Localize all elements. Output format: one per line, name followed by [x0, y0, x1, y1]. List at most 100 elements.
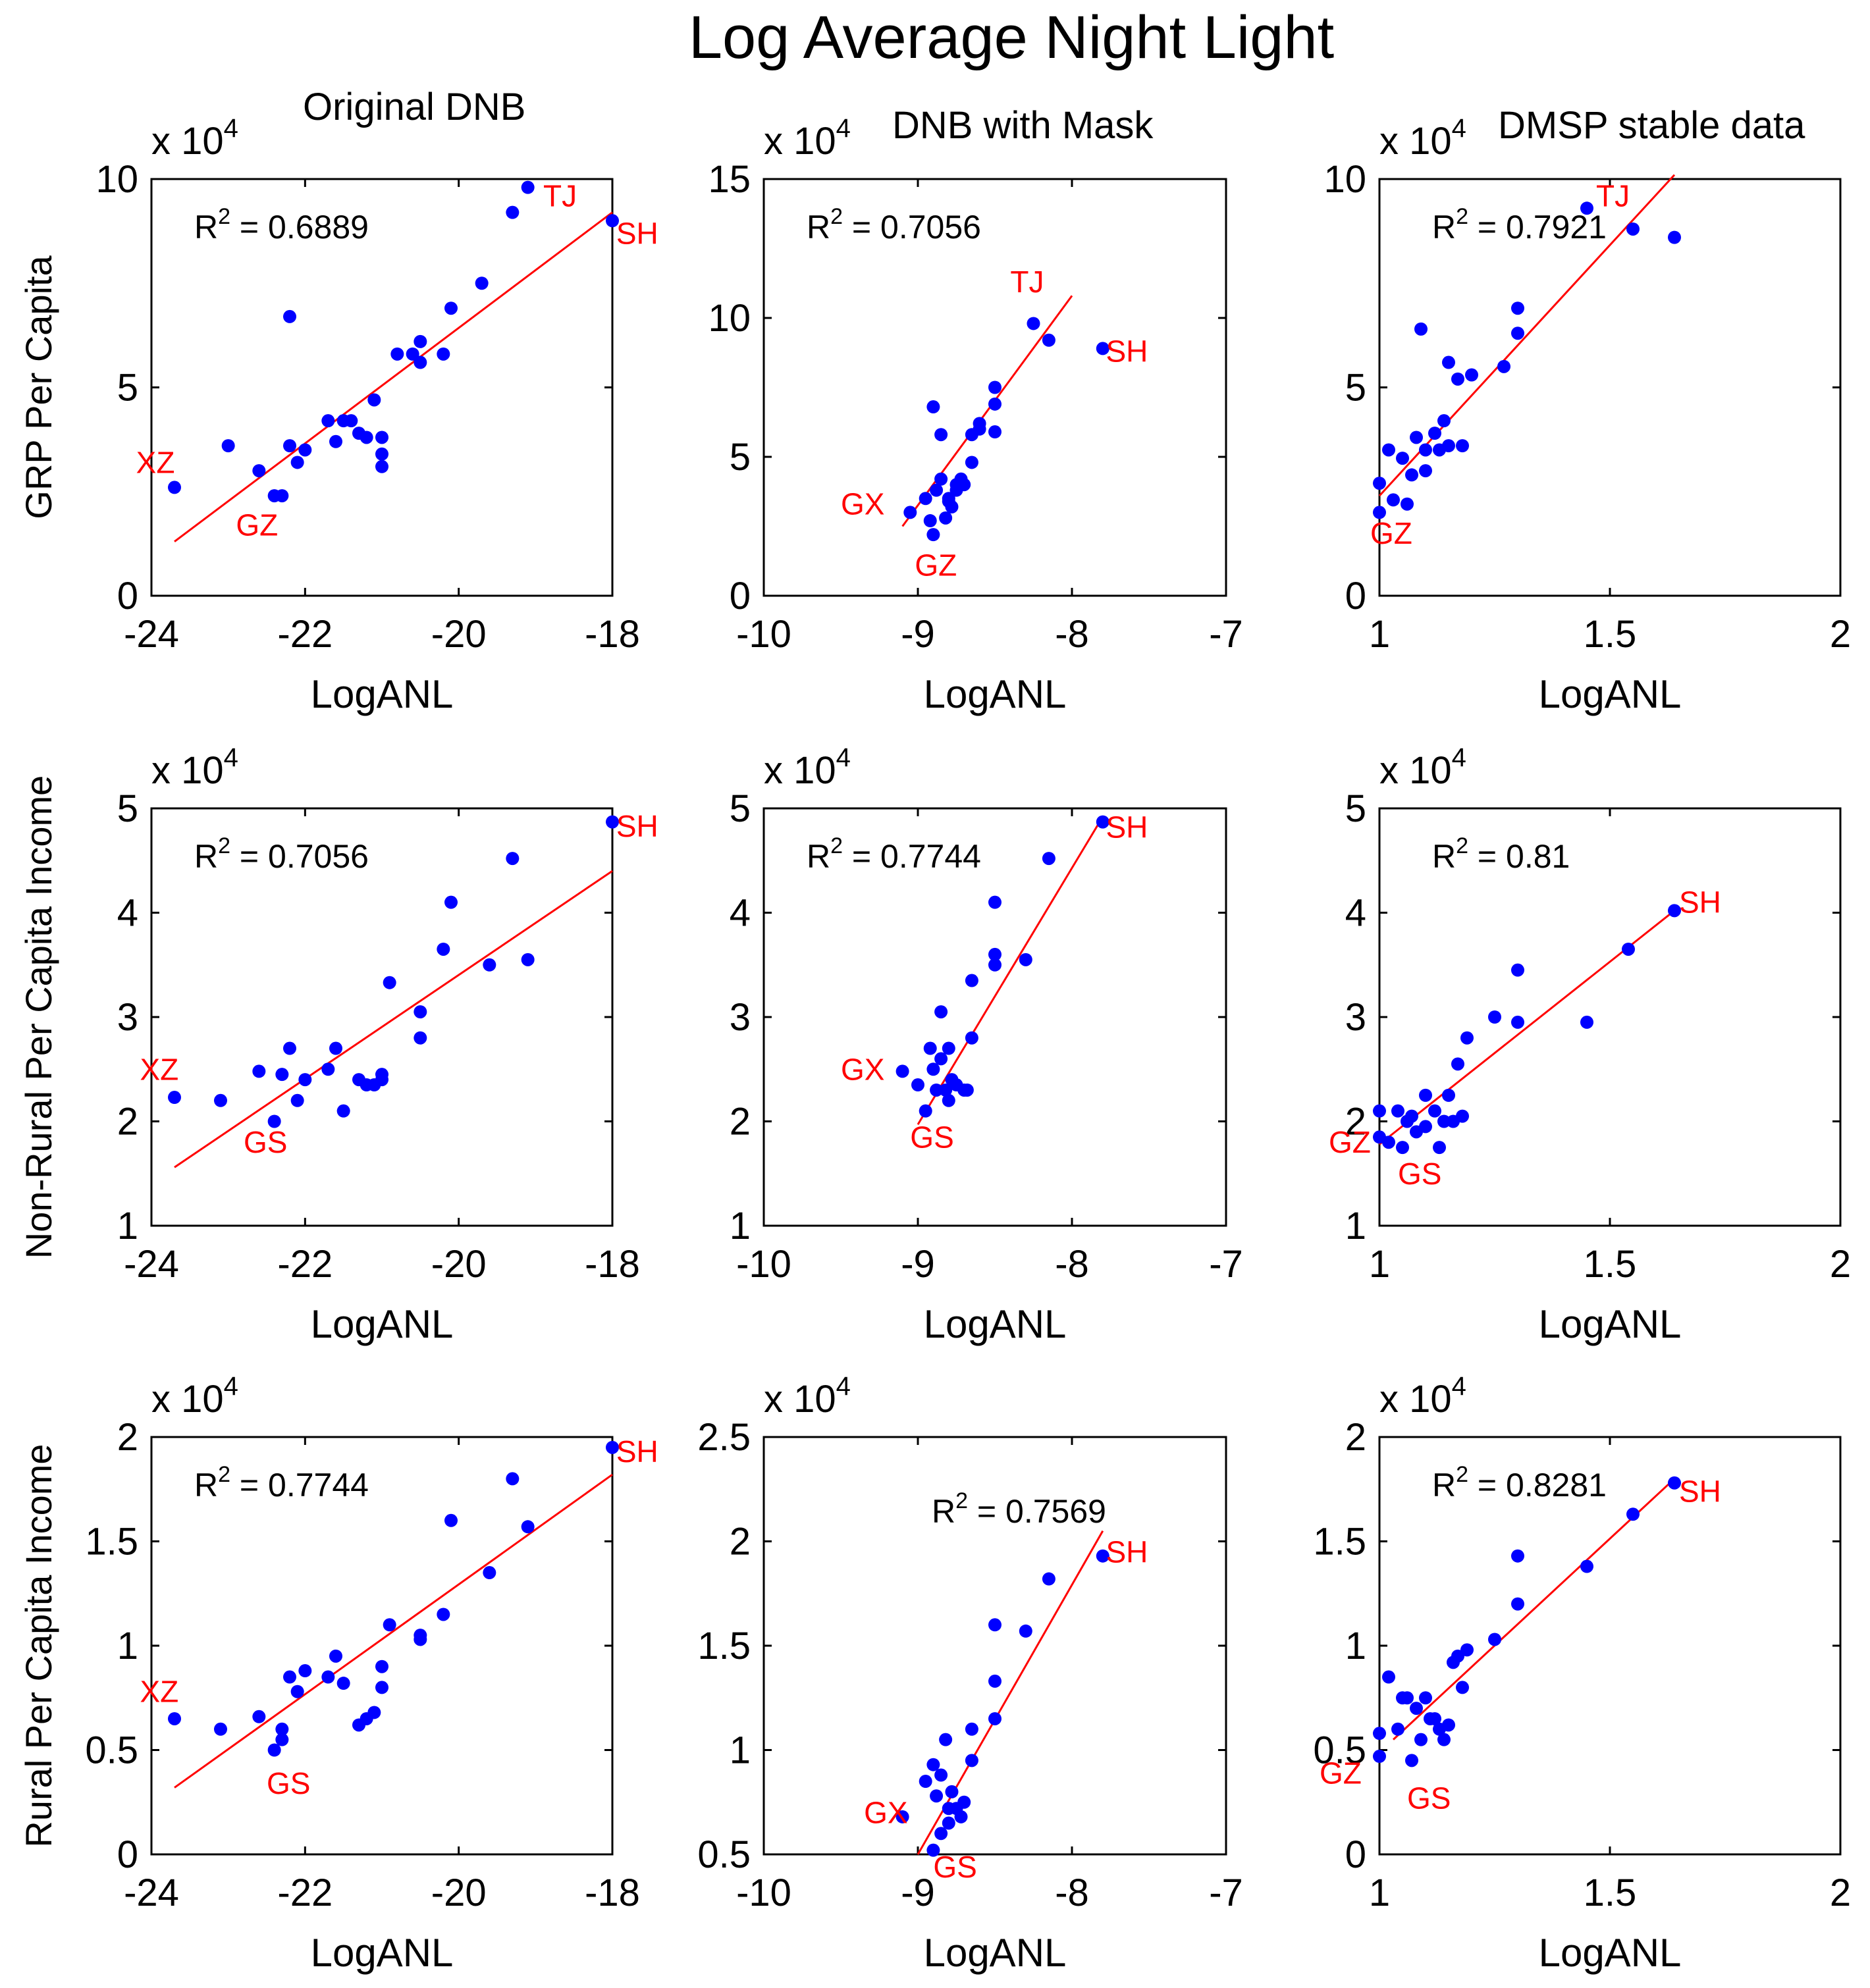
r-squared-value: = 0.7921	[1468, 209, 1607, 246]
data-point	[290, 1685, 304, 1698]
plot-frame	[150, 807, 614, 1227]
y-tick-label: 2	[117, 1416, 138, 1459]
data-point	[1580, 201, 1593, 215]
y-tick-label: 3	[117, 996, 138, 1039]
data-point	[939, 1733, 953, 1746]
sci-exponent: 4	[836, 114, 851, 143]
regression-line	[174, 211, 613, 542]
data-point	[1042, 1572, 1055, 1586]
data-point	[1511, 1597, 1524, 1611]
data-point	[290, 456, 304, 469]
data-point	[1488, 1010, 1501, 1024]
data-point	[957, 478, 971, 492]
y-tick-label: 1	[1345, 1625, 1366, 1667]
regression-line	[174, 1473, 613, 1789]
data-point	[606, 1440, 619, 1454]
data-point	[1027, 317, 1040, 330]
y-tick-label: 1.5	[1313, 1521, 1366, 1563]
data-point	[1488, 1633, 1501, 1646]
data-point	[1626, 222, 1640, 236]
data-point	[375, 431, 388, 444]
regression-line	[1378, 174, 1676, 497]
y-tick-label: 0	[1345, 1833, 1366, 1876]
y-tick-label: 5	[117, 367, 138, 409]
data-point	[298, 1664, 312, 1678]
data-point	[475, 276, 489, 290]
data-point	[988, 397, 1002, 411]
point-annotation: GZ	[1320, 1756, 1362, 1790]
data-point	[344, 414, 358, 428]
data-point	[930, 1083, 944, 1097]
data-point	[1451, 1057, 1464, 1071]
plot-frame	[150, 1436, 614, 1856]
data-point	[926, 400, 940, 414]
regression-line	[917, 1530, 1104, 1855]
data-point	[919, 1104, 932, 1118]
sci-exponent: 4	[1452, 114, 1466, 143]
sci-multiplier: x 104	[151, 743, 238, 792]
sci-exponent: 4	[224, 114, 238, 143]
data-point	[375, 1073, 388, 1087]
r-squared-value: = 0.7744	[230, 1467, 369, 1504]
x-axis-label: LogANL	[311, 1302, 454, 1346]
data-point	[214, 1093, 227, 1107]
data-point	[1668, 1476, 1681, 1490]
y-tick-label: 10	[95, 158, 138, 201]
r-squared: R2 = 0.7921	[1432, 204, 1607, 246]
sci-exponent: 4	[836, 743, 851, 772]
data-point	[375, 1660, 388, 1673]
data-point	[1451, 1649, 1464, 1663]
x-tick-label: 2	[1830, 613, 1851, 656]
sci-multiplier: x 104	[1379, 1372, 1466, 1421]
data-point	[965, 1722, 978, 1736]
data-point	[290, 1093, 304, 1107]
y-tick-label: 15	[708, 158, 751, 201]
panel-p20: -24 -22 -20 -18 0 0.5 1 1.5 2 LogANL Rural Per Cap…	[18, 1372, 658, 1975]
data-point	[1391, 1104, 1404, 1118]
data-point	[437, 1608, 450, 1621]
x-tick-label: -24	[124, 613, 179, 656]
y-tick-label: 2	[1345, 1101, 1366, 1143]
data-point	[252, 464, 266, 478]
data-point	[506, 1472, 520, 1486]
data-point	[1373, 1727, 1386, 1740]
data-point	[383, 976, 396, 989]
y-axis-label: Rural Per Capita Income	[18, 1444, 59, 1847]
data-point	[1382, 1670, 1395, 1684]
data-point	[444, 1513, 458, 1527]
x-tick-label: -18	[585, 613, 640, 656]
y-tick-label: 2	[730, 1521, 751, 1563]
x-tick-label: 2	[1830, 1243, 1851, 1286]
data-point	[1668, 230, 1681, 244]
data-point	[336, 1677, 350, 1690]
data-point	[1442, 439, 1455, 453]
x-tick-label: -10	[736, 613, 791, 656]
x-axis-label: LogANL	[1539, 1302, 1682, 1346]
y-tick-label: 1	[117, 1625, 138, 1667]
data-point	[965, 456, 978, 469]
r-squared-exponent: 2	[955, 1488, 968, 1513]
r-squared-exponent: 2	[1456, 1462, 1468, 1487]
data-point	[926, 1843, 940, 1857]
data-point	[1622, 942, 1635, 956]
data-point	[1428, 427, 1441, 440]
panel-p21: -10 -9 -8 -7 0.5 1 1.5 2 2.5 LogANL x 104 R2 = 0.75…	[697, 1372, 1242, 1975]
sci-multiplier: x 104	[764, 743, 851, 792]
data-point	[414, 334, 427, 348]
sci-exponent: 4	[1452, 743, 1466, 772]
data-point	[1456, 1109, 1469, 1123]
x-axis-label: LogANL	[311, 1931, 454, 1975]
x-tick-label: -22	[277, 613, 333, 656]
data-point	[926, 528, 940, 542]
data-point	[1096, 815, 1109, 829]
data-point	[895, 1064, 909, 1078]
data-point	[988, 1674, 1002, 1688]
point-annotation: SH	[616, 1434, 658, 1469]
data-point	[437, 347, 450, 361]
data-point	[1451, 372, 1464, 386]
data-point	[1391, 1722, 1404, 1736]
data-point	[954, 1810, 968, 1823]
r-squared-value: = 0.8281	[1468, 1467, 1607, 1504]
data-point	[939, 1083, 953, 1097]
